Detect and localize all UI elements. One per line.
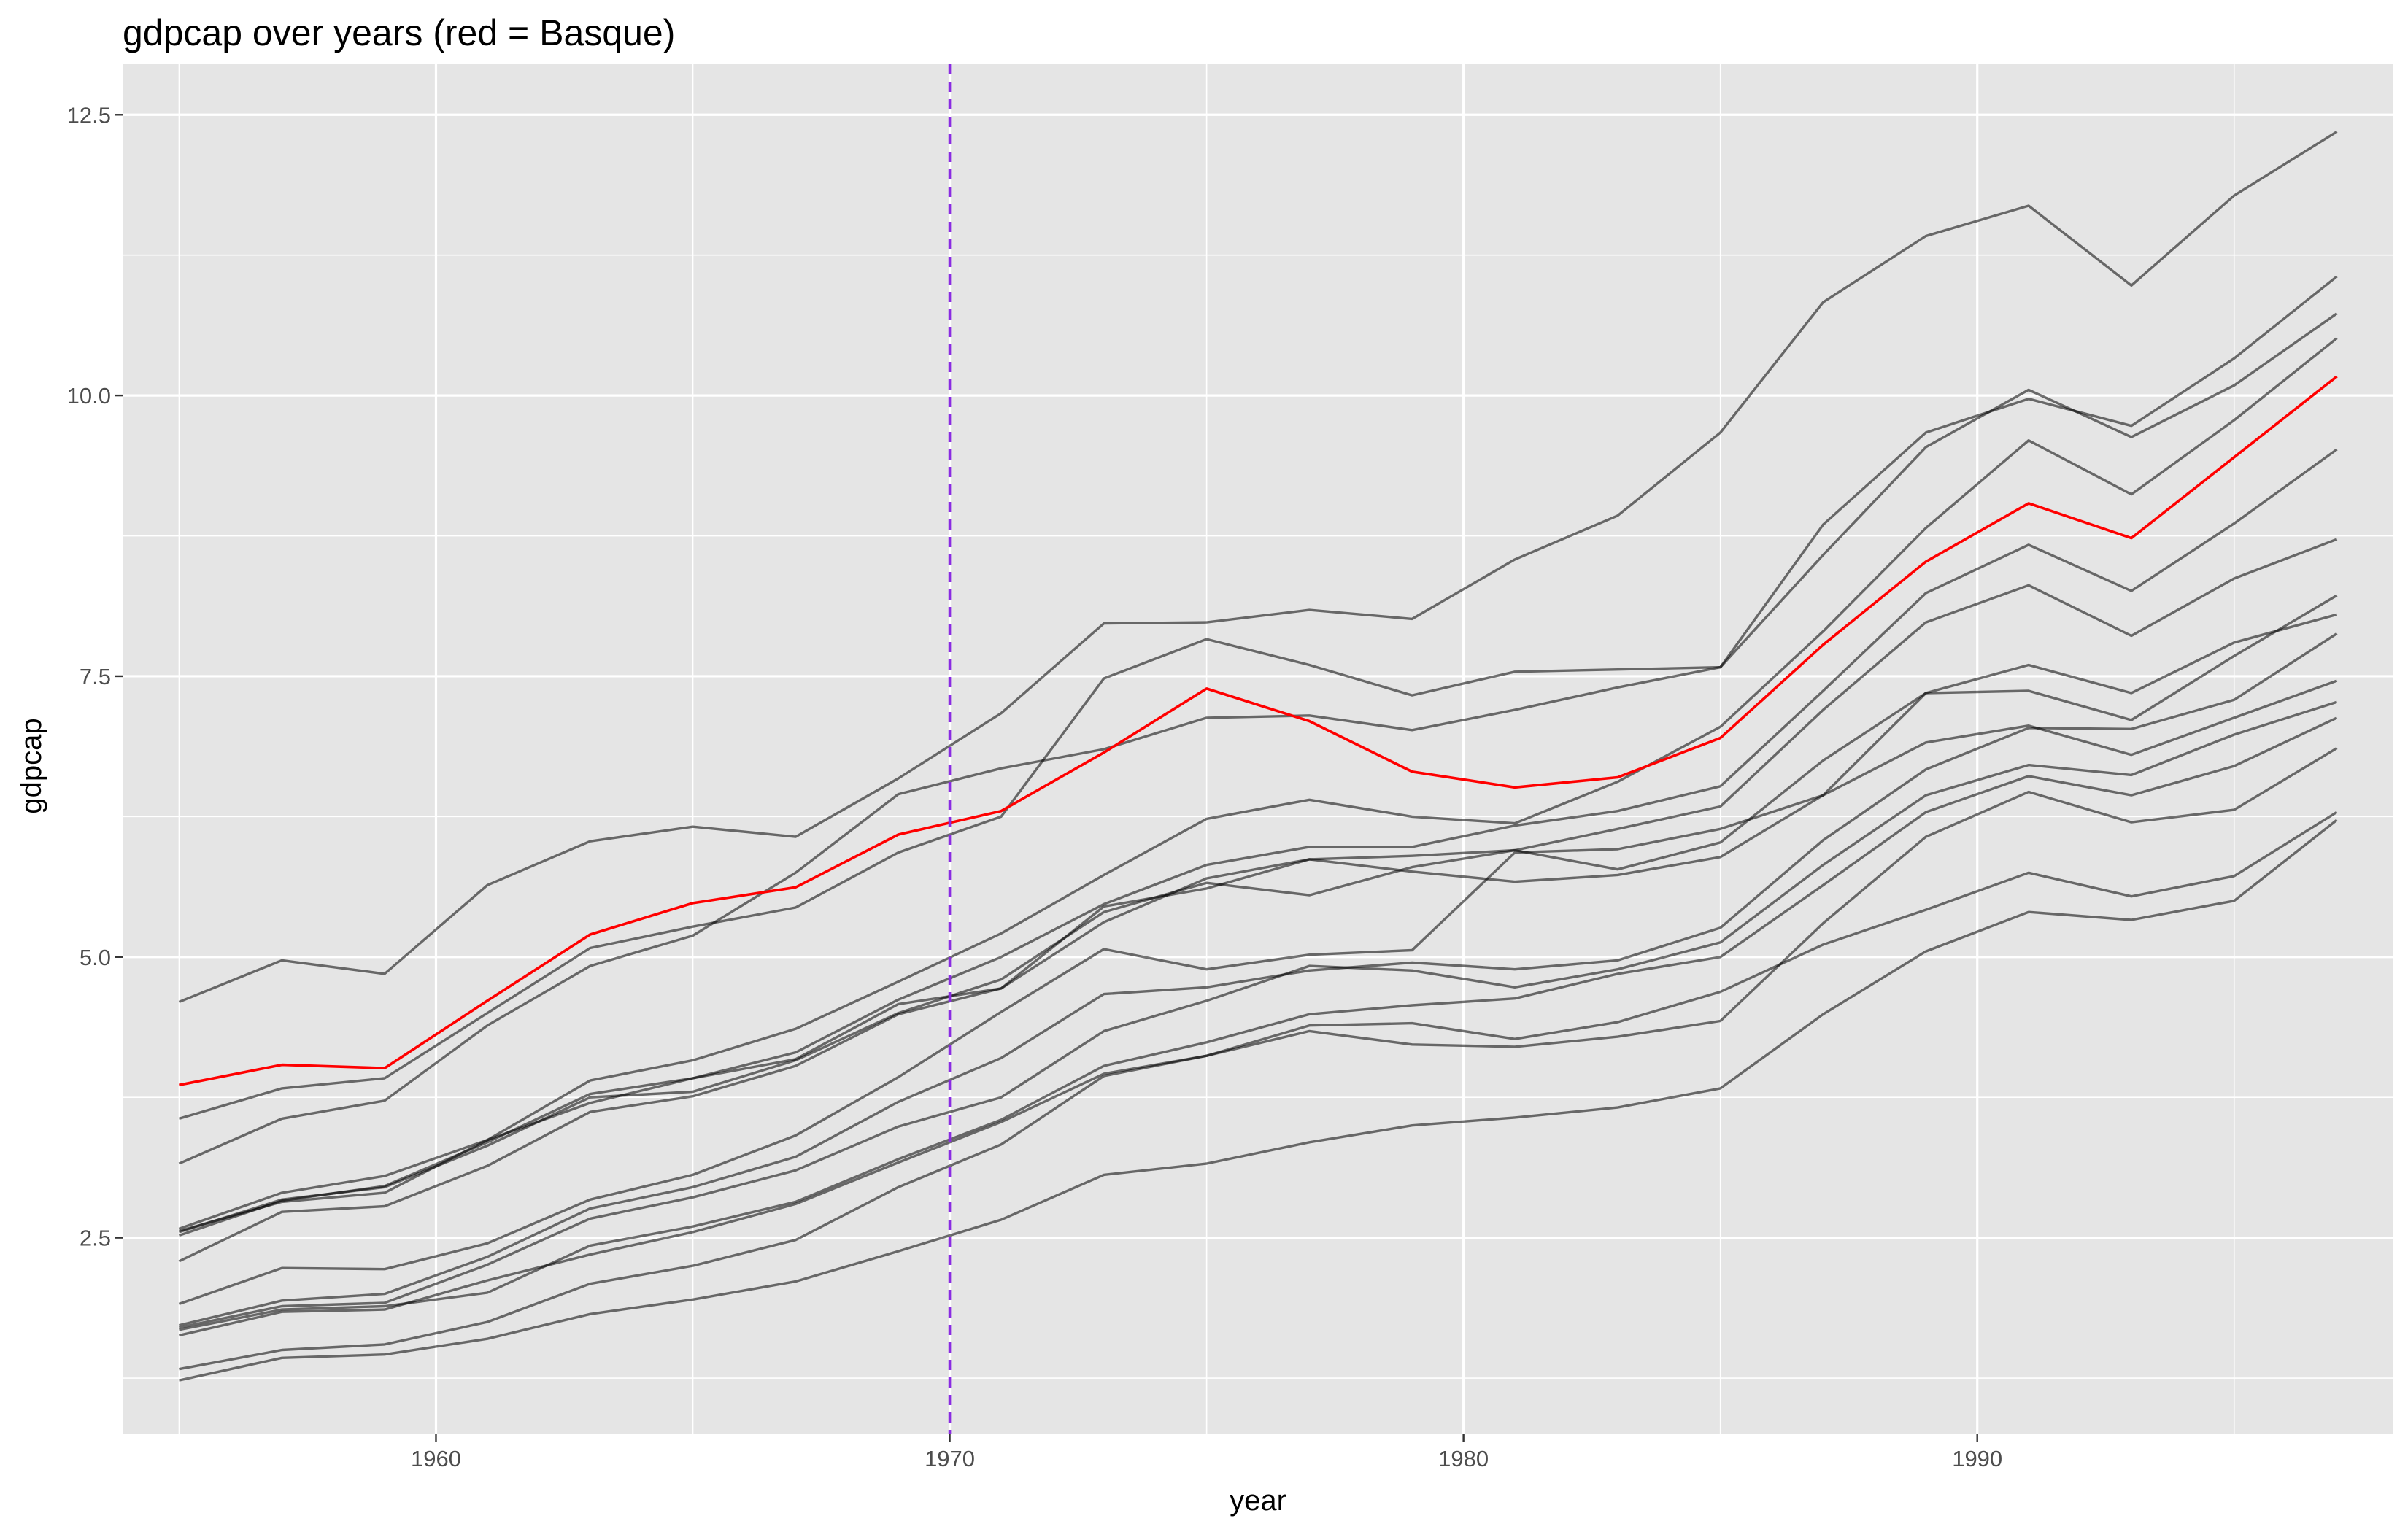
y-axis: 2.5 5.0 7.5 10.0 12.5	[67, 102, 123, 1251]
minor-gridlines	[123, 64, 2393, 1434]
highlight-series-layer	[179, 375, 2338, 1087]
series-line	[178, 613, 2338, 1263]
plot-panel	[123, 64, 2393, 1434]
series-line	[178, 448, 2338, 1237]
x-axis-title: year	[1230, 1485, 1286, 1517]
series-line	[178, 275, 2338, 1121]
y-tick-label: 2.5	[80, 1226, 111, 1251]
series-line	[179, 700, 2338, 1329]
series-line	[179, 819, 2338, 1382]
chart-title: gdpcap over years (red = Basque)	[123, 12, 675, 53]
series-line	[179, 716, 2338, 1331]
y-tick-label: 10.0	[67, 383, 111, 409]
series-line	[179, 632, 2338, 1327]
series-line	[179, 811, 2338, 1371]
x-tick-label: 1980	[1438, 1446, 1489, 1471]
x-axis: 1960 1970 1980 1990	[411, 1434, 2002, 1471]
series-line	[178, 538, 2338, 1234]
series-line	[178, 312, 2338, 1165]
series-line	[179, 747, 2338, 1337]
x-tick-label: 1990	[1952, 1446, 2002, 1471]
y-tick-label: 5.0	[80, 945, 111, 970]
y-axis-title: gdpcap	[15, 718, 47, 813]
series-lines	[178, 130, 2338, 1382]
series-line	[178, 130, 2338, 1003]
x-tick-label: 1970	[925, 1446, 975, 1471]
x-tick-label: 1960	[411, 1446, 461, 1471]
y-tick-label: 12.5	[67, 102, 111, 128]
series-line	[178, 337, 2338, 1230]
y-tick-label: 7.5	[80, 664, 111, 689]
series-line	[178, 679, 2338, 1306]
series-line-basque	[179, 375, 2338, 1087]
